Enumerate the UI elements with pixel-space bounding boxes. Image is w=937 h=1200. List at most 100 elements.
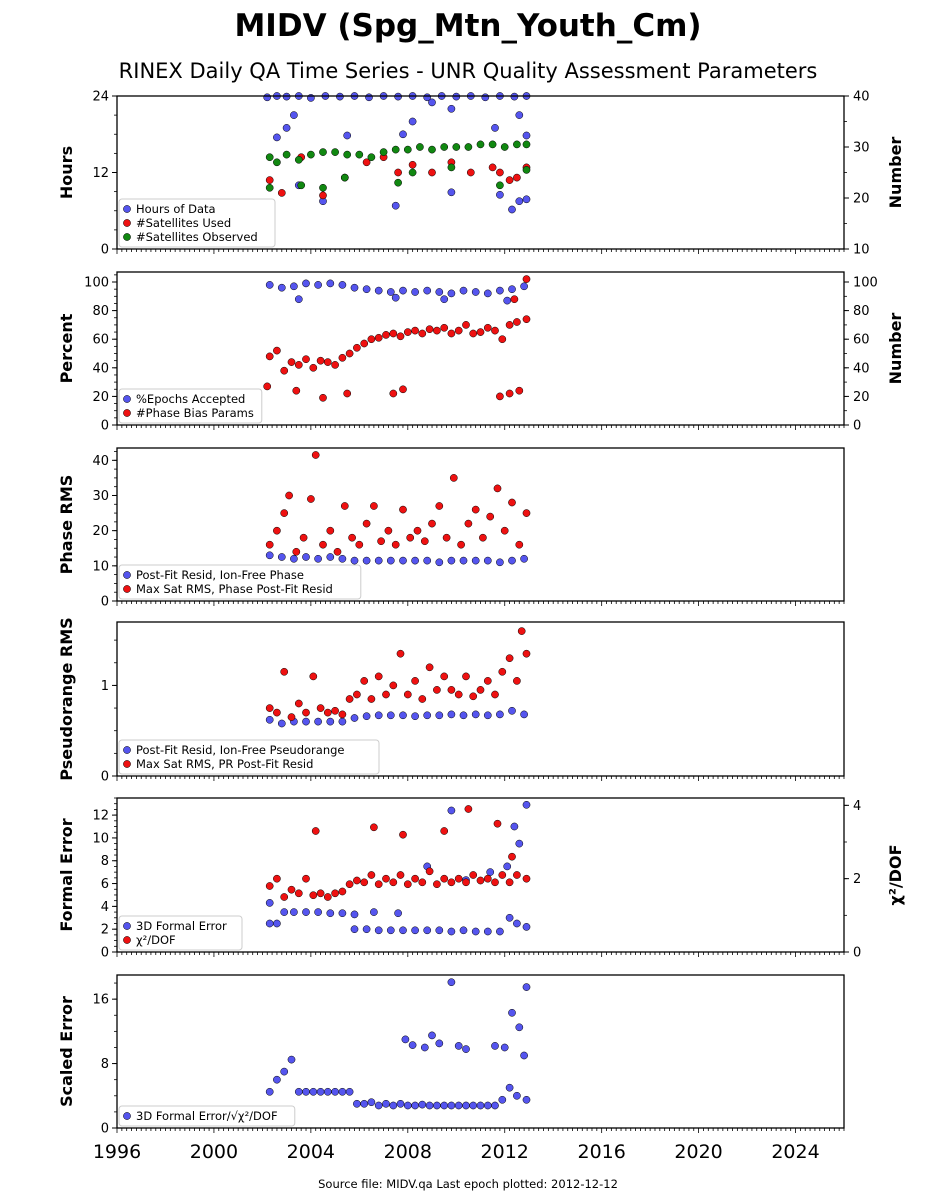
data-point — [454, 874, 463, 883]
data-point — [302, 1087, 310, 1096]
data-point — [382, 690, 390, 699]
data-point — [435, 502, 444, 510]
plot-frame — [116, 447, 845, 602]
legend-marker — [123, 571, 131, 579]
data-point — [302, 279, 310, 288]
data-point — [425, 867, 434, 876]
data-point — [447, 163, 456, 172]
data-point — [411, 288, 419, 296]
data-point — [483, 1101, 492, 1110]
data-point — [505, 878, 514, 887]
data-point — [491, 878, 499, 887]
data-point — [408, 1041, 417, 1049]
y-tick-label: 0 — [101, 419, 109, 434]
data-point — [290, 282, 298, 291]
data-point — [433, 1101, 441, 1110]
legend: %Epochs Accepted#Phase Bias Params — [118, 388, 263, 424]
data-point — [331, 1087, 339, 1096]
data-point — [290, 908, 298, 916]
data-point — [522, 923, 531, 931]
data-point — [411, 326, 419, 335]
data-point — [314, 717, 322, 726]
data-point — [273, 526, 281, 535]
x-tick-label: 2004 — [287, 1141, 335, 1163]
legend-marker — [123, 760, 131, 768]
x-tick-label: 2016 — [577, 1141, 625, 1163]
data-point — [520, 282, 528, 291]
data-point — [386, 711, 395, 720]
data-point — [343, 389, 352, 398]
y-tick-label: 16 — [92, 993, 109, 1008]
data-point — [515, 540, 524, 549]
data-point — [522, 1095, 531, 1104]
x-tick-label: 2000 — [190, 1141, 238, 1163]
data-point — [273, 919, 281, 928]
y-tick-label: 10 — [92, 831, 109, 846]
data-point — [486, 868, 495, 876]
data-point — [384, 526, 393, 535]
data-point — [403, 145, 412, 154]
data-point — [265, 153, 274, 162]
data-point — [403, 1101, 412, 1110]
data-point — [319, 191, 327, 200]
data-point — [491, 1101, 499, 1110]
y-right-tick-label: 80 — [853, 304, 870, 319]
data-point — [399, 385, 407, 394]
data-point — [469, 692, 478, 701]
data-point — [498, 871, 507, 879]
y-tick-label: 20 — [92, 524, 109, 539]
data-point — [287, 358, 296, 366]
data-point — [493, 484, 502, 493]
data-point — [338, 281, 347, 289]
data-point — [374, 672, 383, 681]
legend-label: 3D Formal Error — [136, 919, 227, 933]
data-point — [447, 878, 456, 887]
data-point — [331, 706, 339, 715]
data-point — [323, 708, 332, 717]
data-point — [418, 329, 427, 338]
data-point — [362, 556, 371, 565]
data-point — [522, 509, 531, 517]
data-point — [362, 925, 371, 934]
data-point — [425, 1101, 434, 1110]
data-point — [287, 1055, 296, 1064]
data-point — [459, 711, 468, 720]
data-point — [428, 168, 436, 177]
data-point — [391, 540, 400, 549]
plot-frame — [116, 95, 845, 250]
points — [265, 978, 531, 1110]
data-point — [500, 143, 509, 151]
legend-box — [118, 739, 380, 775]
data-point — [476, 876, 485, 885]
data-point — [425, 325, 434, 334]
data-point — [290, 554, 298, 563]
data-point — [367, 695, 376, 703]
data-point — [508, 285, 516, 294]
data-point — [496, 558, 504, 567]
data-point — [488, 163, 497, 172]
data-point — [483, 677, 492, 685]
data-point — [418, 878, 427, 887]
data-point — [440, 672, 449, 681]
data-point — [292, 386, 301, 395]
data-point — [350, 283, 359, 292]
data-point — [425, 663, 434, 672]
x-tick-label: 1996 — [93, 1141, 141, 1163]
legend-label: #Phase Bias Params — [136, 406, 254, 420]
footer-source: Source file: MIDV.qa Last epoch plotted:… — [318, 1177, 618, 1191]
data-point — [345, 880, 354, 889]
data-point — [403, 880, 412, 889]
data-point — [338, 353, 347, 362]
y-tick-label: 0 — [101, 595, 109, 610]
legend-marker — [123, 395, 131, 403]
data-point — [302, 717, 310, 726]
data-point — [287, 713, 296, 721]
data-point — [302, 708, 310, 717]
data-point — [265, 176, 274, 184]
data-point — [394, 909, 402, 918]
x-axis: 1996 2000 2004 2008 2012 2016 2020 2024 — [93, 1141, 820, 1163]
data-point — [498, 335, 507, 344]
data-point — [307, 150, 315, 159]
data-point — [471, 556, 480, 565]
